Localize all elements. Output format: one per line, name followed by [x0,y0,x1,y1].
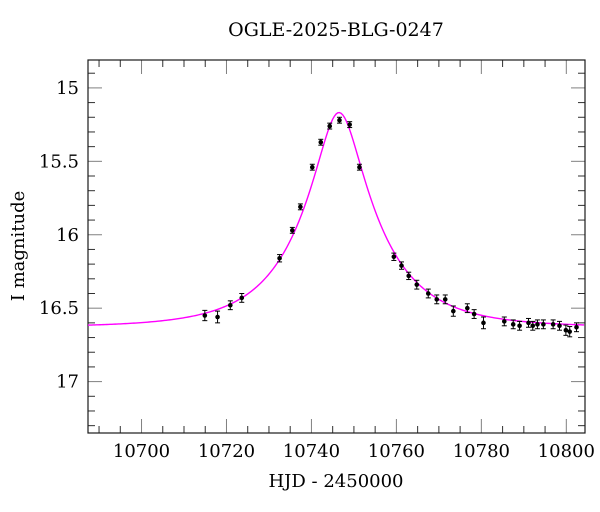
y-tick-label: 16 [56,225,79,246]
data-point-marker [465,305,470,311]
data-point-marker [517,323,522,329]
data-point-marker [215,314,220,320]
data-point [563,324,569,336]
data-point [356,163,362,171]
data-point [540,319,546,330]
x-ticks: 10700 10720 10740 10760 10780 10800 [98,60,595,462]
y-axis-label: I magnitude [8,191,29,302]
data-point [450,305,456,317]
data-point [574,322,580,333]
data-point [398,261,404,270]
data-point-marker [337,117,342,123]
data-point-marker [228,302,233,308]
data-point-marker [298,204,303,210]
data-point-marker [202,313,208,318]
data-point [318,138,324,146]
data-point [425,288,431,299]
data-point [414,279,420,290]
data-point-marker [526,320,531,326]
x-tick-label: 10700 [113,441,170,462]
data-point [215,310,221,324]
data-point [297,203,303,211]
data-point-marker [451,308,456,314]
data-point [464,303,470,314]
data-point [480,316,486,330]
x-tick-label: 10780 [453,441,510,462]
data-point-marker [567,329,573,334]
data-point [550,319,556,330]
data-point [567,326,573,338]
x-tick-label: 10720 [198,441,255,462]
data-point [406,271,412,281]
data-point-marker [574,324,579,330]
data-point [526,317,532,328]
plot-frame [87,59,586,434]
model-curve [87,111,585,326]
data-point-marker [501,319,507,324]
data-point [434,294,440,305]
data-point-marker [425,291,431,296]
data-point [517,320,523,331]
data-point-marker [557,323,562,329]
data-point-marker [414,282,420,287]
y-tick-label: 17 [56,372,79,393]
data-point-marker [239,295,245,301]
plot-content: 10700 10720 10740 10760 10780 10800 15 15.5 16 16… [39,59,595,462]
y-tick-label: 15 [56,78,79,99]
plot-title: OGLE-2025-BLG-0247 [228,19,444,41]
data-point-marker [481,320,486,326]
x-tick-label: 10740 [283,441,340,462]
data-point-marker [318,139,324,145]
data-point-marker [327,123,333,129]
data-point [227,300,233,311]
data-point-marker [347,122,352,127]
data-point [557,320,563,331]
data-point [239,292,245,303]
data-point-marker [406,273,412,279]
data-point-marker [391,254,397,260]
y-tick-label: 15.5 [39,151,79,172]
data-point [530,320,536,331]
data-point [471,309,477,319]
data-point [202,309,208,322]
data-point [510,319,516,330]
y-tick-label: 16.5 [39,298,79,319]
data-point-marker [541,322,546,327]
data-point [336,116,342,124]
data-point-marker [510,322,516,327]
data-point [391,252,397,261]
data-point-marker [550,322,556,327]
data-point [442,294,448,305]
data-point [289,226,295,234]
data-point [347,121,353,129]
data-point-marker [290,228,295,233]
data-points [202,116,580,338]
data-point-marker [563,327,569,333]
data-point [534,319,540,330]
data-point-marker [434,297,440,302]
data-point [501,316,507,327]
x-tick-label: 10800 [538,441,595,462]
data-point [309,163,315,171]
data-point-marker [535,322,540,327]
y-ticks: 15 15.5 16 16.5 17 [39,72,585,427]
data-point-marker [277,255,282,261]
data-point-marker [471,311,477,317]
data-point-marker [357,164,362,170]
data-point-marker [530,323,536,329]
data-point-marker [309,164,315,170]
data-point [327,122,333,130]
data-point-marker [399,263,404,268]
x-axis-label: HJD - 2450000 [268,471,403,492]
data-point-marker [442,297,448,302]
data-point [277,254,283,263]
x-tick-label: 10760 [368,441,425,462]
